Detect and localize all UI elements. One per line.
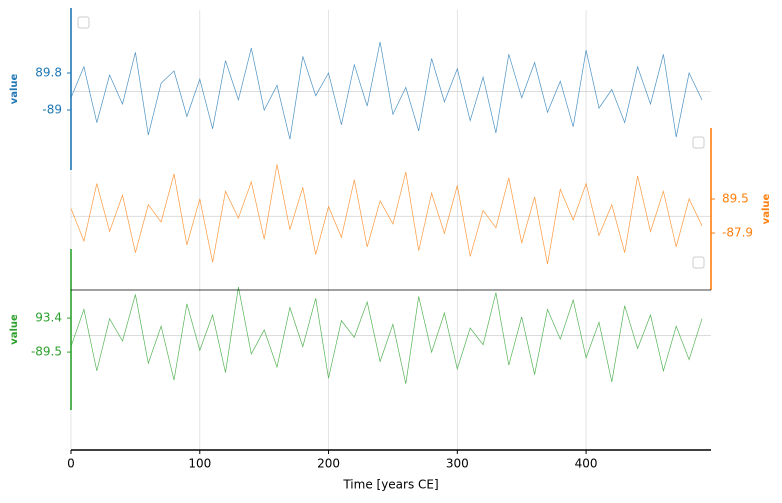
- y-axis-label: value: [9, 73, 20, 104]
- series-line: [70, 164, 703, 265]
- y-tick-label: 89.5: [722, 192, 749, 206]
- x-tick-label: 300: [446, 457, 469, 471]
- y-tick-label: 93.4: [35, 311, 62, 325]
- y-tick-label: -89.5: [31, 345, 62, 359]
- y-axis-label: value: [9, 314, 20, 345]
- y-tick-label: 89.8: [35, 66, 62, 80]
- y-axis-label: value: [761, 193, 772, 224]
- x-tick-label: 100: [188, 457, 211, 471]
- x-tick-label: 400: [575, 457, 598, 471]
- legend-box: [692, 256, 705, 269]
- series-line: [70, 41, 703, 140]
- y-tick-label: -89: [42, 103, 62, 117]
- x-axis-label: Time [years CE]: [342, 478, 438, 492]
- legend-box: [692, 136, 705, 149]
- x-tick-label: 0: [67, 457, 75, 471]
- legend-box: [77, 16, 90, 29]
- x-tick-label: 200: [317, 457, 340, 471]
- series-line: [70, 287, 703, 384]
- y-tick-label: -87.9: [722, 226, 753, 240]
